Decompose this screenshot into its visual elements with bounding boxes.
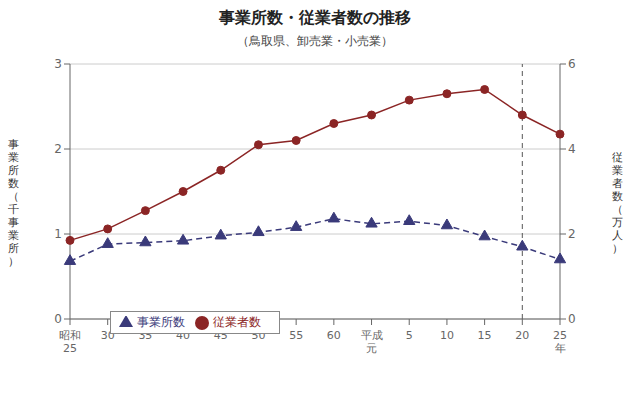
html-text:事 業 所 数 （ 千 事 業 所 ）: 事 業 所 数 （ 千 事 業 所 ） [7,138,19,268]
svg-text:20: 20 [515,329,529,342]
svg-text:4: 4 [568,142,576,156]
html-text:（鳥取県、卸売業・小売業）: （鳥取県、卸売業・小売業） [237,34,393,48]
svg-text:昭和25: 昭和25 [59,329,81,355]
svg-text:0: 0 [54,312,62,326]
svg-text:60: 60 [327,329,341,342]
svg-text:1: 1 [54,227,62,241]
html-text:事業所数: 事業所数 [137,315,185,329]
svg-text:6: 6 [568,57,576,71]
svg-text:25年: 25年 [553,329,567,355]
svg-text:50: 50 [251,329,265,342]
svg-text:2: 2 [568,227,576,241]
svg-text:15: 15 [478,329,492,342]
svg-text:3: 3 [54,57,62,71]
svg-text:0: 0 [568,312,576,326]
svg-text:45: 45 [214,329,228,342]
svg-text:10: 10 [440,329,454,342]
svg-text:40: 40 [176,329,190,342]
svg-text:30: 30 [101,329,115,342]
svg-text:平成元: 平成元 [361,329,383,355]
html-text:事業所数・従業者数の推移: 事業所数・従業者数の推移 [219,8,411,27]
svg-text:35: 35 [138,329,152,342]
html-text:従業者数: 従業者数 [213,315,261,329]
svg-text:2: 2 [54,142,62,156]
html-text:従 業 者 数 （ 万 人 ）: 従 業 者 数 （ 万 人 ） [611,151,623,255]
svg-text:55: 55 [289,329,303,342]
svg-text:5: 5 [406,329,413,342]
